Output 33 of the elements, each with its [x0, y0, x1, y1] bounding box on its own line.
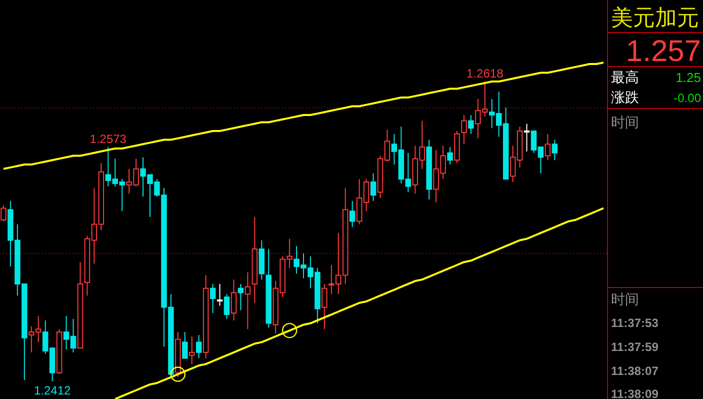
candlestick — [216, 283, 223, 306]
candlestick — [210, 283, 216, 314]
text: 11:38:07 — [611, 364, 659, 378]
text: 美元加元 — [611, 5, 699, 30]
candlestick — [461, 114, 467, 145]
text: 11:38:09 — [611, 387, 659, 399]
text: 时间 — [611, 114, 639, 130]
candlestick — [370, 172, 376, 202]
candlestick — [322, 283, 328, 330]
candlestick — [188, 336, 195, 365]
text: 最高 — [611, 69, 639, 85]
candlestick — [238, 283, 244, 311]
candlestick — [544, 133, 551, 161]
annotation: 1.2618 — [466, 66, 504, 81]
candlestick — [224, 294, 230, 320]
candlestick — [196, 334, 202, 359]
candlestick — [447, 146, 453, 166]
candlestick — [182, 332, 188, 359]
text: 时间 — [611, 291, 639, 307]
candlestick — [468, 114, 474, 134]
candlestick — [552, 139, 558, 161]
candlestick — [230, 279, 237, 321]
candlestick — [0, 204, 6, 222]
annotation: 1.2412 — [34, 384, 72, 398]
annotation: 1.2573 — [90, 132, 127, 146]
text: -0.00 — [674, 91, 702, 105]
text: 11:37:59 — [611, 340, 659, 354]
candlestick — [244, 272, 251, 330]
candlestick — [349, 200, 356, 228]
text: 涨跌 — [611, 89, 639, 105]
text: 1.25 — [676, 70, 701, 85]
text: 1.257 — [626, 35, 701, 68]
text: 11:37:53 — [611, 316, 659, 330]
